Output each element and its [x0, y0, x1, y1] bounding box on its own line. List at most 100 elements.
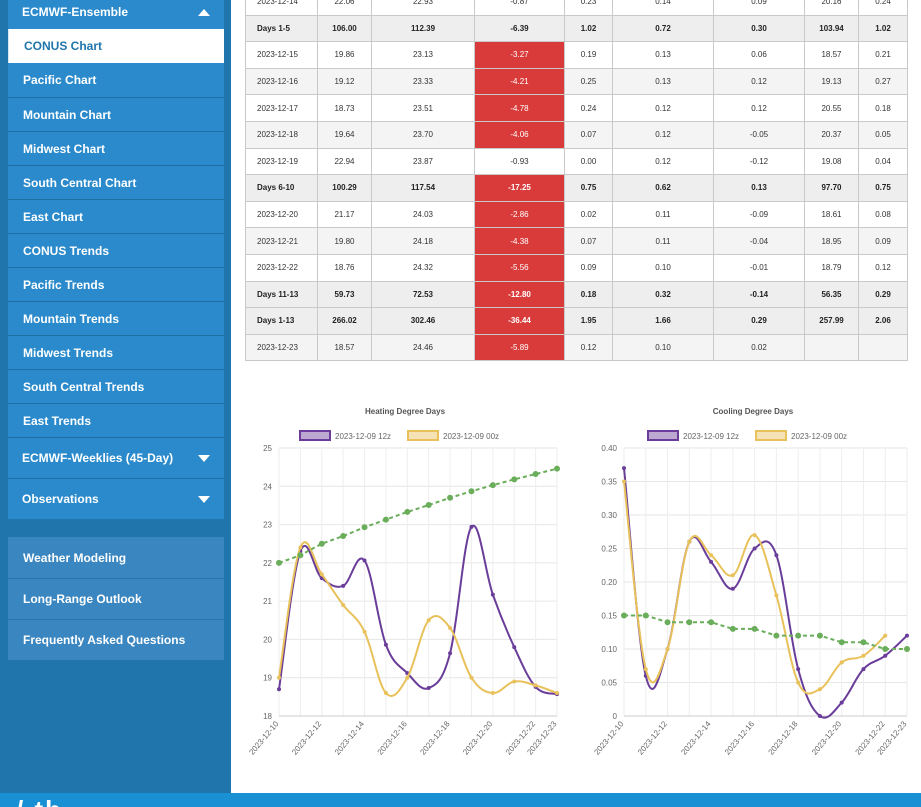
series-point	[554, 465, 560, 472]
table-cell: 0.18	[858, 94, 908, 122]
sidebar-item-pacific-chart[interactable]: Pacific Chart	[8, 63, 224, 97]
y-tick-label: 0.30	[601, 511, 617, 520]
sidebar-item-mountain-chart[interactable]: Mountain Chart	[8, 97, 224, 131]
row-label-cell: Days 11-13	[245, 280, 318, 309]
table-cell: 0.30	[713, 14, 805, 43]
series-point	[817, 714, 822, 718]
table-cell	[804, 333, 859, 362]
table-cell: 23.87	[371, 147, 475, 176]
table-cell: 0.00	[564, 147, 613, 176]
nav-header-ecmwf-ensemble[interactable]: ECMWF-Ensemble	[8, 0, 224, 29]
sidebar-item-observations[interactable]: Observations	[8, 478, 224, 519]
sidebar-item-east-chart[interactable]: East Chart	[8, 199, 224, 233]
series-point	[729, 625, 736, 632]
table-cell: 0.62	[612, 174, 714, 202]
heating-degree-days-chart: Heating Degree Days 2023-12-09 12z 2023-12…	[247, 407, 560, 757]
table-cell: 100.29	[317, 174, 372, 202]
table-cell: 24.03	[371, 200, 475, 229]
series-point	[883, 653, 888, 658]
series-point	[686, 619, 693, 626]
series-point	[642, 612, 649, 619]
y-tick-label: 18	[263, 712, 272, 721]
table-cell: 0.05	[858, 120, 908, 149]
sidebar-item-pacific-trends[interactable]: Pacific Trends	[8, 267, 224, 301]
table-row: Days 6-10 100.29 117.54 -17.25 0.75 0.62 0.13 9…	[245, 174, 908, 202]
table-cell: -12.80	[474, 280, 565, 309]
table-cell: 0.09	[713, 0, 805, 16]
table-cell: -6.39	[474, 14, 565, 43]
sidebar-item-label: Mountain Chart	[23, 107, 111, 122]
y-tick-label: 20	[263, 635, 272, 644]
x-tick-label: 2023-12-12	[290, 719, 324, 757]
sidebar-item-south-central-trends[interactable]: South Central Trends	[8, 369, 224, 403]
table-cell: 0.12	[612, 147, 714, 176]
table-cell: 0.24	[564, 94, 613, 122]
sidebar-item-mountain-trends[interactable]: Mountain Trends	[8, 301, 224, 335]
series-point	[383, 642, 388, 647]
table-cell: -0.14	[713, 280, 805, 309]
series-point	[905, 633, 909, 638]
table-cell: -0.01	[713, 253, 805, 282]
table-cell: 18.95	[804, 227, 859, 255]
table-cell: 22.94	[317, 147, 372, 176]
y-tick-label: 0.40	[601, 444, 617, 453]
nav-group-secondary: Weather Modeling Long-Range Outlook Freq…	[8, 537, 224, 660]
legend-label: 2023-12-09 12z	[335, 432, 391, 441]
series-line-dashed	[624, 614, 907, 650]
sidebar-item-faq[interactable]: Frequently Asked Questions	[8, 619, 224, 660]
series-point	[861, 653, 866, 658]
table-cell: 0.19	[564, 41, 613, 69]
sidebar-item-conus-trends[interactable]: CONUS Trends	[8, 233, 224, 267]
sidebar-item-label: Frequently Asked Questions	[23, 633, 186, 647]
table-cell: 0.04	[858, 147, 908, 176]
x-tick-label: 2023-12-14	[679, 719, 713, 757]
table-cell: 24.46	[371, 333, 475, 362]
nav-header-label: ECMWF-Ensemble	[22, 5, 129, 19]
table-cell: -0.12	[713, 147, 805, 176]
sidebar-item-south-central-chart[interactable]: South Central Chart	[8, 165, 224, 199]
sidebar-item-weather-modeling[interactable]: Weather Modeling	[8, 537, 224, 578]
series-point	[643, 667, 648, 672]
series-point	[752, 533, 757, 538]
sidebar-item-conus-chart[interactable]: CONUS Chart	[8, 29, 224, 63]
series-line	[278, 541, 558, 697]
x-tick-label: 2023-12-10	[247, 719, 281, 757]
table-cell: 0.06	[713, 41, 805, 69]
legend-label: 2023-12-09 00z	[791, 432, 847, 441]
table-cell: 1.02	[564, 14, 613, 43]
y-tick-label: 0.15	[601, 612, 617, 621]
sidebar-item-midwest-trends[interactable]: Midwest Trends	[8, 335, 224, 369]
series-point	[839, 660, 844, 665]
series-point	[319, 572, 324, 577]
table-cell: 19.86	[317, 41, 372, 69]
series-point	[297, 552, 304, 559]
sidebar-item-east-trends[interactable]: East Trends	[8, 403, 224, 437]
sidebar-item-label: Weather Modeling	[23, 550, 127, 565]
table-row: 2023-12-20 21.17 24.03 -2.86 0.02 0.11 -0.09 18…	[245, 200, 908, 229]
sidebar-item-ecmwf-weeklies[interactable]: ECMWF-Weeklies (45-Day)	[8, 437, 224, 478]
series-point	[341, 602, 346, 607]
sidebar-item-midwest-chart[interactable]: Midwest Chart	[8, 131, 224, 165]
sidebar-item-long-range-outlook[interactable]: Long-Range Outlook	[8, 578, 224, 619]
y-tick-label: 0.25	[601, 545, 617, 554]
sidebar-item-label: Pacific Chart	[23, 73, 97, 87]
series-point	[664, 619, 671, 626]
series-point	[796, 667, 801, 672]
series-point	[751, 625, 758, 632]
series-point	[362, 558, 367, 563]
series-point	[730, 586, 735, 591]
table-cell: 18.57	[804, 41, 859, 69]
table-cell: -3.27	[474, 41, 565, 69]
table-cell: 20.55	[804, 94, 859, 122]
series-point	[382, 516, 389, 523]
sidebar-item-label: CONUS Chart	[24, 39, 103, 53]
series-point	[383, 691, 388, 696]
table-cell: 0.21	[858, 41, 908, 69]
x-tick-label: 2023-12-12	[636, 719, 670, 757]
table-cell: 1.66	[612, 307, 714, 335]
row-label-cell: 2023-12-15	[245, 41, 318, 69]
table-cell: 22.93	[371, 0, 475, 16]
table-cell: 22.06	[317, 0, 372, 16]
table-cell: 0.75	[564, 174, 613, 202]
y-tick-label: 0.35	[601, 478, 617, 487]
